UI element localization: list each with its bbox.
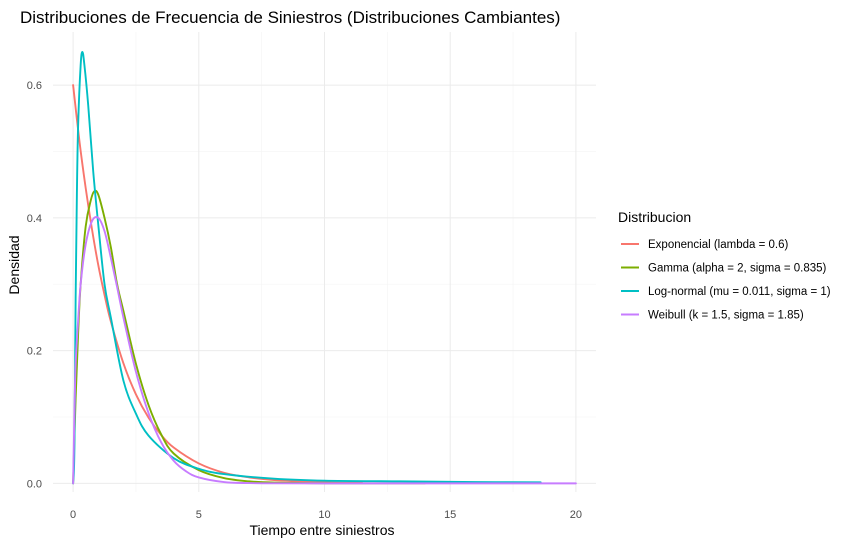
legend-label: Gamma (alpha = 2, sigma = 0.835) — [648, 263, 827, 275]
x-tick-label: 20 — [570, 509, 582, 521]
legend-label: Exponencial (lambda = 0.6) — [648, 239, 788, 251]
y-tick-label: 0.4 — [27, 213, 42, 225]
x-tick-label: 15 — [444, 509, 456, 521]
legend-label: Log-normal (mu = 0.011, sigma = 1) — [648, 286, 831, 298]
grid — [53, 32, 596, 492]
y-tick-label: 0.0 — [27, 478, 42, 490]
x-axis-title: Tiempo entre siniestros — [250, 522, 395, 538]
y-axis-ticks: 0.0 0.2 0.4 0.6 — [27, 80, 42, 490]
legend-label: Weibull (k = 1.5, sigma = 1.85) — [648, 310, 804, 322]
chart-title: Distribuciones de Frecuencia de Siniestr… — [20, 8, 560, 27]
x-axis-ticks: 0 5 10 15 20 — [70, 509, 582, 521]
series-line-1 — [72, 84, 364, 484]
x-tick-label: 10 — [318, 509, 330, 521]
legend-title: Distribucion — [618, 209, 691, 225]
y-tick-label: 0.6 — [27, 80, 42, 92]
series-line-2 — [72, 189, 427, 485]
x-tick-label: 5 — [196, 509, 202, 521]
series-lines — [72, 50, 577, 485]
y-axis-title: Densidad — [6, 235, 22, 294]
series-line-3 — [72, 50, 542, 485]
series-line-4 — [72, 216, 577, 485]
legend: Distribucion Exponencial (lambda = 0.6) G… — [618, 209, 831, 322]
x-tick-label: 0 — [70, 509, 76, 521]
y-tick-label: 0.2 — [27, 346, 42, 358]
